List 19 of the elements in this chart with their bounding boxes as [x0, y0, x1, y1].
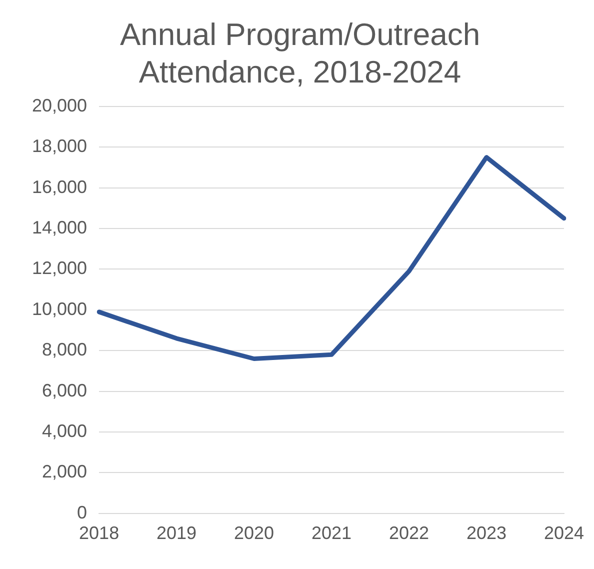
y-tick-label: 20,000 — [32, 95, 88, 116]
y-tick-label: 2,000 — [42, 462, 88, 482]
y-tick-label: 18,000 — [32, 136, 88, 156]
y-tick-label: 16,000 — [32, 176, 88, 197]
y-tick-label: 12,000 — [32, 258, 88, 278]
y-tick-label: 10,000 — [32, 298, 88, 319]
x-tick-label: 2018 — [79, 523, 120, 544]
y-tick-label: 4,000 — [42, 420, 88, 441]
chart-title: Annual Program/Outreach Attendance, 2018-2024 — [120, 17, 480, 90]
x-tick-label: 2023 — [466, 523, 507, 544]
y-tick-label: 0 — [77, 502, 88, 522]
x-tick-label: 2019 — [156, 523, 197, 544]
y-tick-label: 8,000 — [42, 340, 88, 360]
y-tick-label: 14,000 — [32, 217, 88, 238]
x-tick-label: 2021 — [311, 523, 352, 544]
x-tick-label: 2022 — [388, 523, 430, 544]
x-tick-label: 2020 — [234, 523, 274, 544]
y-tick-label: 6,000 — [42, 380, 88, 400]
x-tick-label: 2024 — [544, 523, 584, 544]
